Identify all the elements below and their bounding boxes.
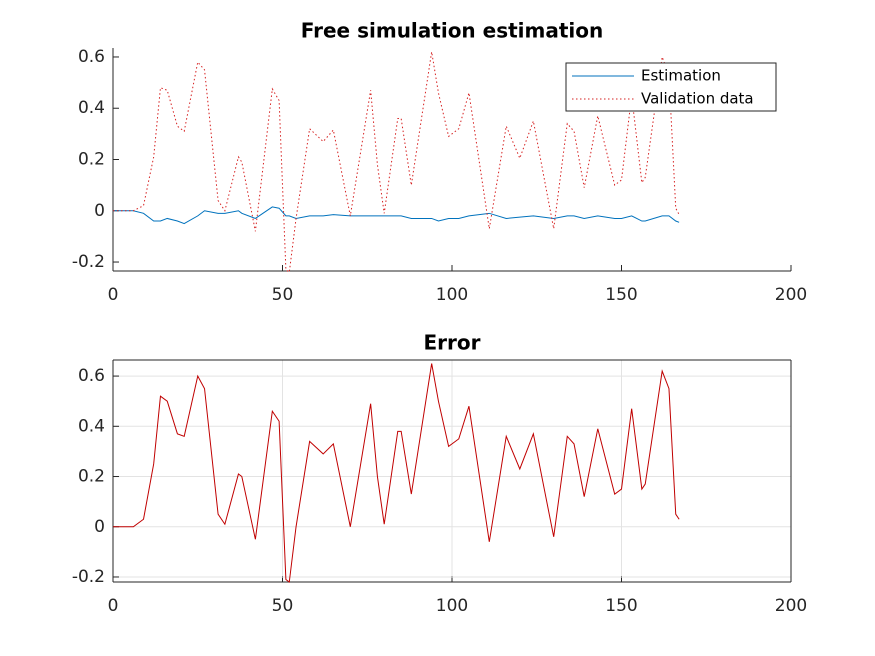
y-tick-label: 0.4 <box>78 416 105 436</box>
x-tick-label: 150 <box>605 285 637 305</box>
y-tick-label: -0.2 <box>72 567 105 587</box>
x-tick-label: 200 <box>775 285 807 305</box>
y-tick-label: 0.2 <box>78 467 105 487</box>
y-tick-label: 0.2 <box>78 150 105 170</box>
series-line <box>113 206 680 225</box>
y-tick-label: 0 <box>94 517 105 537</box>
legend-box <box>565 62 777 112</box>
x-tick-label: 100 <box>436 596 468 616</box>
y-tick-label: 0.6 <box>78 366 105 386</box>
series-line <box>113 363 680 583</box>
x-tick-label: 50 <box>272 285 294 305</box>
x-tick-label: 200 <box>775 596 807 616</box>
x-tick-label: 0 <box>108 285 119 305</box>
legend-label: Estimation <box>641 67 721 85</box>
y-tick-label: 0.6 <box>78 47 105 67</box>
x-tick-label: 150 <box>605 596 637 616</box>
chart-title: Error <box>424 331 481 355</box>
x-tick-label: 0 <box>108 596 119 616</box>
x-tick-label: 50 <box>272 596 294 616</box>
y-tick-label: 0.4 <box>78 98 105 118</box>
y-tick-label: -0.2 <box>72 252 105 272</box>
legend-label: Validation data <box>641 90 754 108</box>
x-tick-label: 100 <box>436 285 468 305</box>
chart-title: Free simulation estimation <box>301 19 604 43</box>
y-tick-label: 0 <box>94 201 105 221</box>
